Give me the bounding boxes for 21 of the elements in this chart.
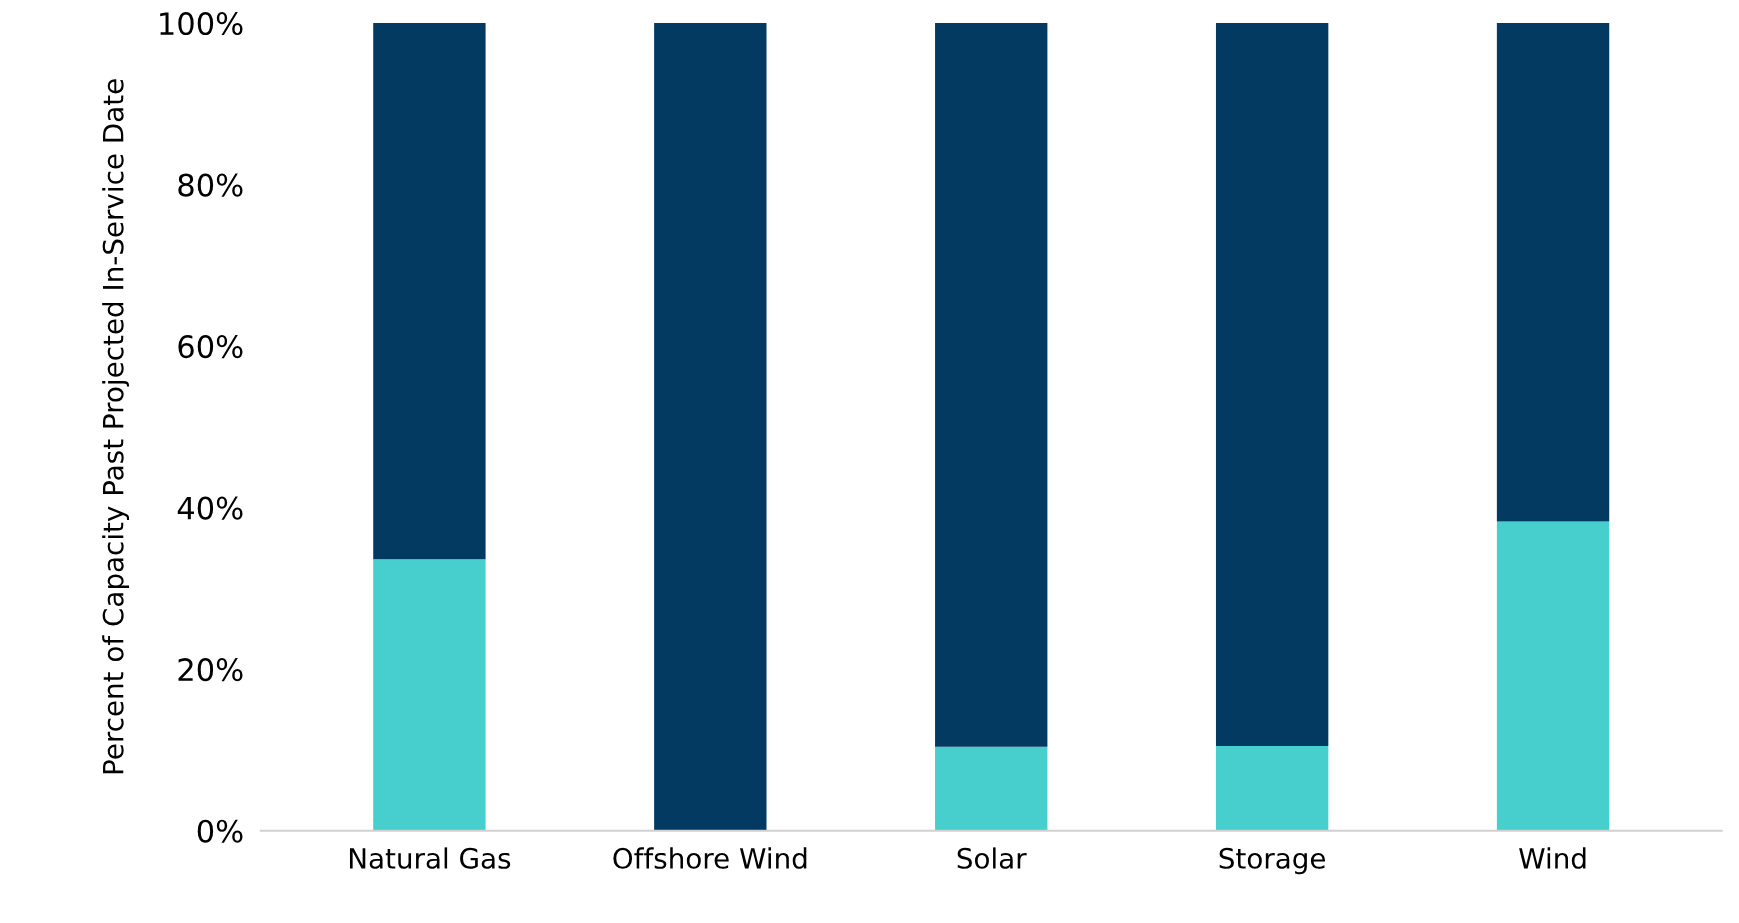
bar xyxy=(373,559,486,831)
x-tick-label: Wind xyxy=(1519,847,1586,869)
y-tick-label: 0% xyxy=(197,819,243,843)
x-tick-label: Solar xyxy=(957,847,1027,869)
x-tick-label: Storage xyxy=(1219,847,1326,875)
bar xyxy=(1215,745,1329,831)
bar xyxy=(935,23,1048,747)
y-tick-label: 100% xyxy=(160,12,243,36)
x-tick-label: Offshore Wind xyxy=(613,847,807,869)
bar xyxy=(1496,23,1610,522)
bar xyxy=(935,746,1048,831)
y-tick-label: 20% xyxy=(178,658,243,682)
bar xyxy=(1215,23,1329,746)
x-tick-label: Natural Gas xyxy=(349,847,511,869)
y-axis-title: Percent of Capacity Past Projected In-Service Date xyxy=(102,79,130,774)
y-tick-label: 40% xyxy=(177,496,243,520)
bar xyxy=(373,23,486,560)
y-tick-label: 80% xyxy=(178,173,243,197)
bar xyxy=(1496,521,1610,831)
y-tick-label: 60% xyxy=(178,335,243,359)
bar xyxy=(654,23,767,831)
